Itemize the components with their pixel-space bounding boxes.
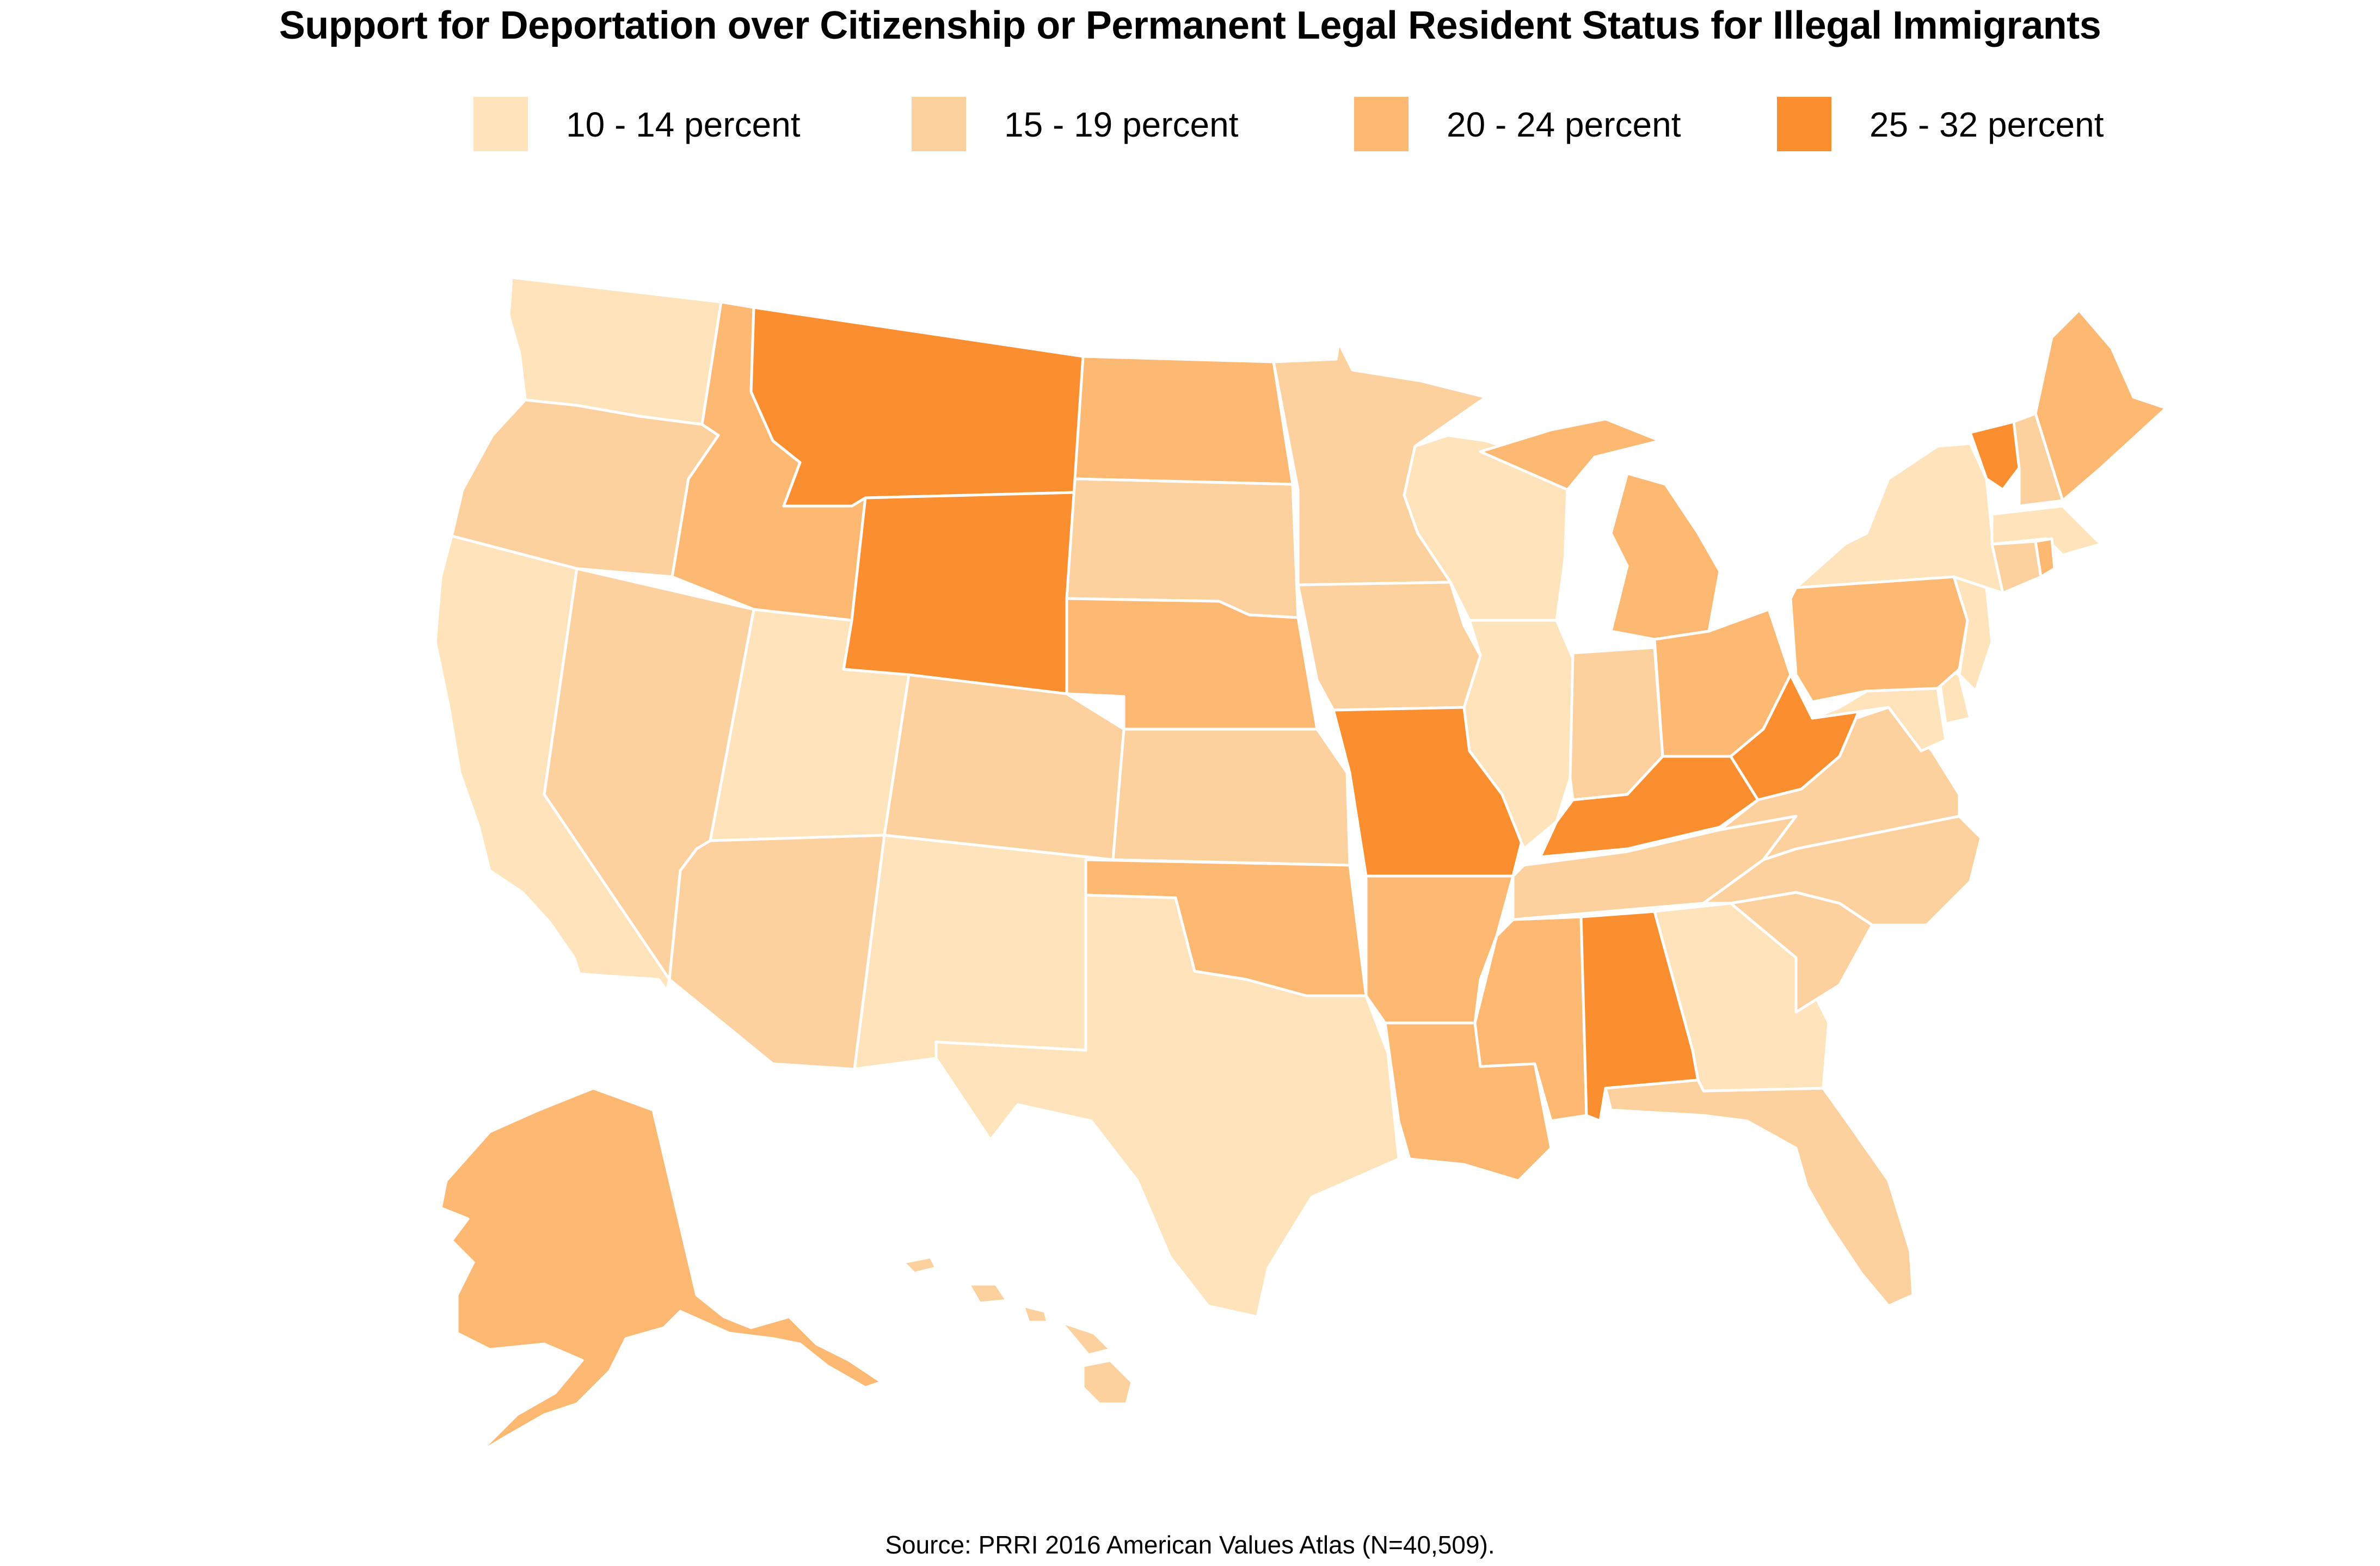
state-alaska — [439, 1087, 883, 1454]
state-texas — [934, 893, 1400, 1318]
state-south-dakota — [1065, 477, 1300, 619]
legend-label: 15 - 19 percent — [1004, 105, 1239, 144]
state-pennsylvania — [1789, 575, 1969, 704]
legend-swatch — [912, 97, 966, 151]
legend-label: 20 - 24 percent — [1447, 105, 1681, 144]
state-hawaii — [902, 1255, 1134, 1405]
state-florida — [1604, 1078, 1915, 1308]
state-new-mexico — [853, 834, 1115, 1071]
state-maine — [2034, 309, 2168, 502]
state-colorado — [883, 673, 1126, 861]
state-north-dakota — [1073, 355, 1294, 486]
state-maryland — [1811, 687, 1947, 753]
state-vermont — [1969, 420, 2021, 491]
map-title: Support for Deportation over Citizenship… — [279, 4, 2101, 47]
state-rhode-island — [2034, 537, 2056, 578]
source-note: Source: PRRI 2016 American Values Atlas … — [885, 1531, 1495, 1559]
state-kansas — [1111, 727, 1351, 867]
legend-swatch — [1777, 97, 1831, 151]
state-arkansas — [1364, 874, 1515, 1025]
state-new-york — [1794, 442, 2015, 595]
state-wisconsin — [1403, 434, 1569, 622]
legend-label: 10 - 14 percent — [566, 105, 801, 144]
legend-label: 25 - 32 percent — [1869, 105, 2104, 144]
state-arizona — [668, 834, 886, 1071]
state-nebraska — [1065, 597, 1319, 731]
state-montana — [749, 306, 1085, 508]
state-wyoming — [842, 491, 1077, 695]
state-illinois — [1462, 619, 1575, 850]
legend-swatch — [473, 97, 528, 151]
state-new-hampshire — [2012, 412, 2064, 508]
legend-swatch — [1354, 97, 1409, 151]
state-iowa — [1296, 581, 1482, 712]
